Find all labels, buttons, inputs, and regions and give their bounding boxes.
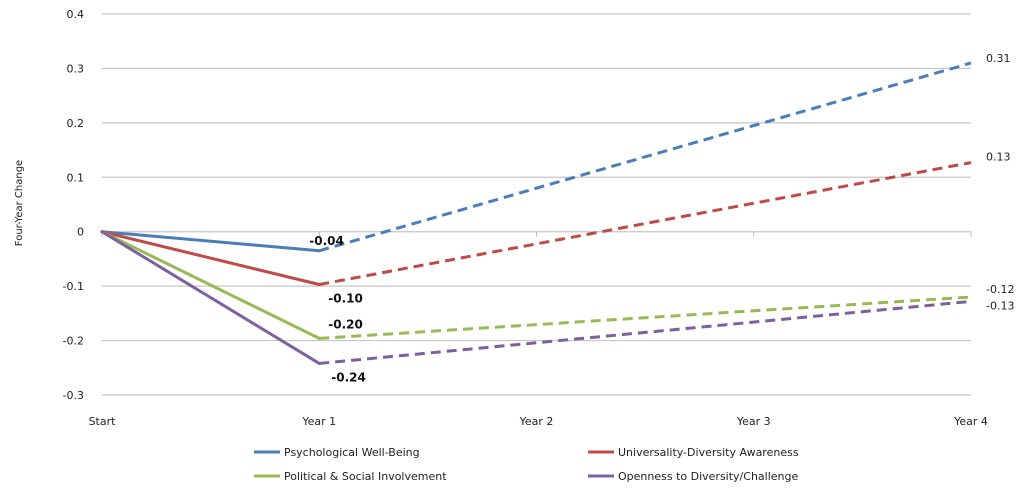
y-axis: 0.4 0.3 0.2 0.1 0 -0.1 -0.2 -0.3 (63, 8, 84, 402)
x-tick-label: Start (89, 415, 117, 428)
y-tick-label: 0.1 (67, 171, 85, 184)
series-line-dashed (318, 161, 972, 286)
y-axis-label: Four-Year Change (14, 160, 25, 246)
series-line-solid (100, 230, 321, 340)
end-data-label: -0.13 (986, 299, 1014, 312)
series-line-solid (100, 230, 321, 253)
end-data-label: 0.31 (986, 52, 1011, 65)
series-line-dashed (319, 299, 972, 365)
y-tick-label: 0.3 (67, 62, 85, 75)
x-tick-label: Year 3 (736, 415, 771, 428)
legend-label: Universality-Diversity Awareness (618, 446, 799, 459)
year1-data-label: -0.10 (328, 292, 363, 306)
y-tick-label: -0.3 (63, 389, 84, 402)
year1-data-label: -0.20 (328, 317, 363, 331)
x-tick-label: Year 1 (301, 415, 336, 428)
y-tick-label: -0.2 (63, 335, 84, 348)
series-line-dashed (319, 295, 972, 340)
legend: Psychological Well-Being Universality-Div… (254, 446, 799, 483)
legend-label: Openness to Diversity/Challenge (618, 470, 798, 483)
legend-label: Political & Social Involvement (284, 470, 447, 483)
year1-data-label: -0.24 (331, 370, 366, 384)
series-lines (100, 61, 972, 365)
y-tick-label: -0.1 (63, 280, 84, 293)
end-data-label: -0.12 (986, 283, 1014, 296)
x-tick-label: Year 4 (953, 415, 988, 428)
data-labels: -0.04 -0.10 -0.20 -0.24 0.31 0.13 -0.12 -0.13 (309, 52, 1014, 384)
y-tick-label: 0.2 (67, 117, 85, 130)
end-data-label: 0.13 (986, 151, 1011, 164)
series-line-dashed (318, 61, 972, 253)
gridlines (102, 13, 971, 396)
legend-label: Psychological Well-Being (284, 446, 420, 459)
y-tick-label: 0.4 (67, 8, 85, 21)
x-axis: Start Year 1 Year 2 Year 3 Year 4 (89, 231, 988, 428)
y-tick-label: 0 (77, 226, 84, 239)
x-tick-label: Year 2 (519, 415, 554, 428)
series-line-solid (100, 230, 321, 365)
series-line-solid (100, 230, 321, 287)
year1-data-label: -0.04 (309, 234, 344, 248)
